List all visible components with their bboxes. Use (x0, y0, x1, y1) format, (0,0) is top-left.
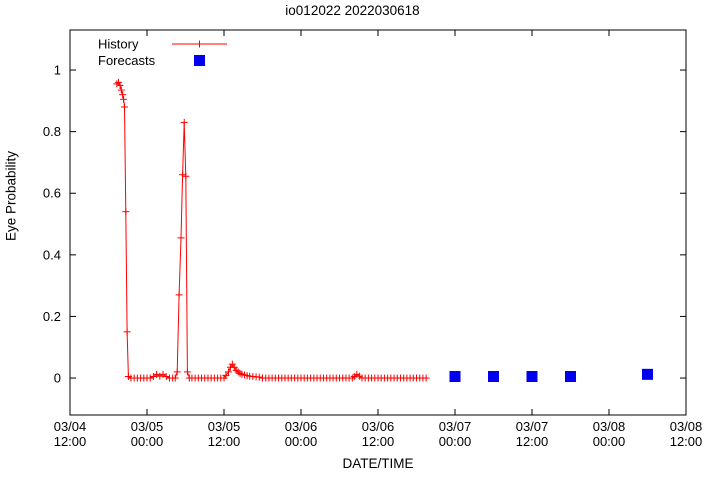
x-tick-date: 03/06 (285, 419, 318, 434)
x-axis-ticks: 03/0412:0003/0500:0003/0512:0003/0600:00… (54, 30, 703, 449)
x-tick-date: 03/07 (439, 419, 472, 434)
x-tick-time: 00:00 (285, 434, 318, 449)
x-tick-time: 12:00 (516, 434, 549, 449)
y-tick-label: 0.8 (43, 124, 61, 139)
x-tick-time: 12:00 (208, 434, 241, 449)
forecast-square (642, 368, 653, 380)
x-tick-date: 03/04 (54, 419, 87, 434)
legend-label: Forecasts (98, 53, 156, 68)
y-tick-label: 0.6 (43, 186, 61, 201)
series-history (113, 78, 430, 382)
y-tick-label: 1 (54, 63, 61, 78)
x-tick-date: 03/05 (208, 419, 241, 434)
y-tick-label: 0.2 (43, 309, 61, 324)
x-tick-date: 03/08 (670, 419, 703, 434)
x-tick-time: 12:00 (54, 434, 87, 449)
forecast-square (449, 371, 461, 382)
y-axis-ticks: 0 0.2 0.4 0.6 0.8 1 (43, 63, 686, 386)
chart-title: io012022 2022030618 (285, 3, 420, 18)
x-tick-time: 00:00 (593, 434, 626, 449)
plot-border (69, 29, 687, 416)
series-forecasts (449, 368, 653, 382)
x-tick-time: 00:00 (439, 434, 472, 449)
x-axis-label: DATE/TIME (342, 456, 414, 471)
forecast-square (488, 371, 499, 382)
x-tick-date: 03/05 (131, 419, 164, 434)
y-tick-label: 0.4 (43, 247, 61, 262)
forecast-square (565, 371, 576, 382)
x-tick-time: 12:00 (362, 434, 395, 449)
x-tick-time: 12:00 (670, 434, 703, 449)
forecast-square (526, 371, 538, 382)
x-tick-date: 03/08 (593, 419, 626, 434)
x-tick-date: 03/06 (362, 419, 395, 434)
x-tick-time: 00:00 (131, 434, 164, 449)
y-tick-label: 0 (54, 371, 61, 386)
x-tick-date: 03/07 (516, 419, 549, 434)
legend-label: History (98, 37, 139, 52)
